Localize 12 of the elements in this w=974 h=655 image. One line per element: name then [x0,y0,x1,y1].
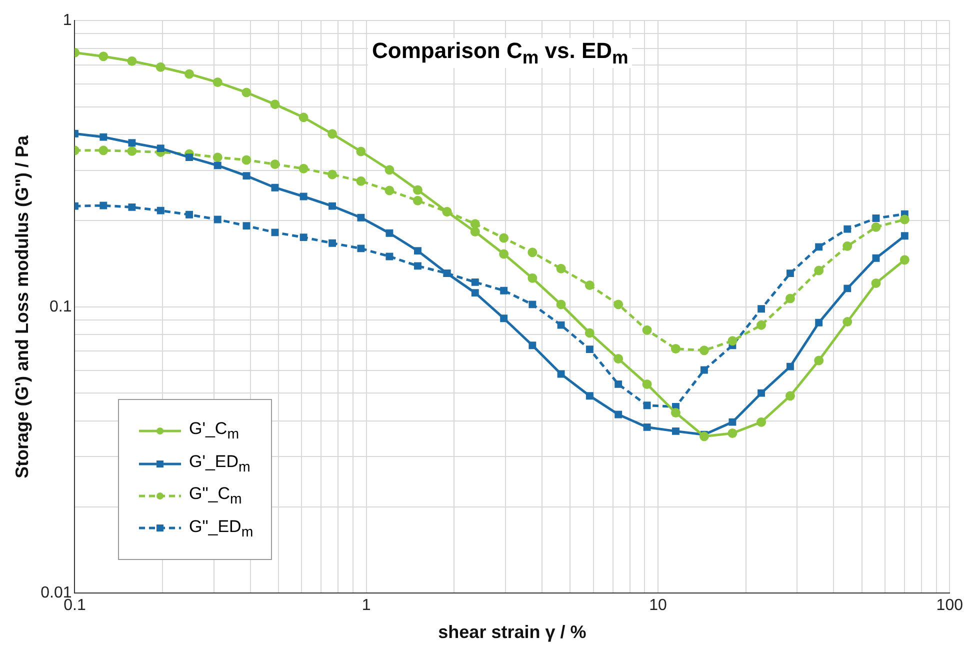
x-axis-title: shear strain γ / % [438,622,586,642]
y-tick-label: 0.1 [49,298,72,316]
y-axis-title: Storage (G') and Loss modulus (G") / Pa [12,134,32,478]
x-tick-label: 10 [649,597,668,614]
text: Comparison C$_{m}$ vs. ED$_{m}$ [368,38,632,68]
x-tick-label: 1 [362,597,371,614]
legend-label: G"_C$_{m}$ [189,484,242,508]
x-tick-label: 100 [936,597,964,614]
legend-label: G'_ED$_{m}$ [189,452,250,476]
legend-label: G'_C$_{m}$ [189,419,239,443]
legend-label: G"_ED$_{m}$ [189,516,254,540]
y-tick-label: 1 [62,12,72,30]
